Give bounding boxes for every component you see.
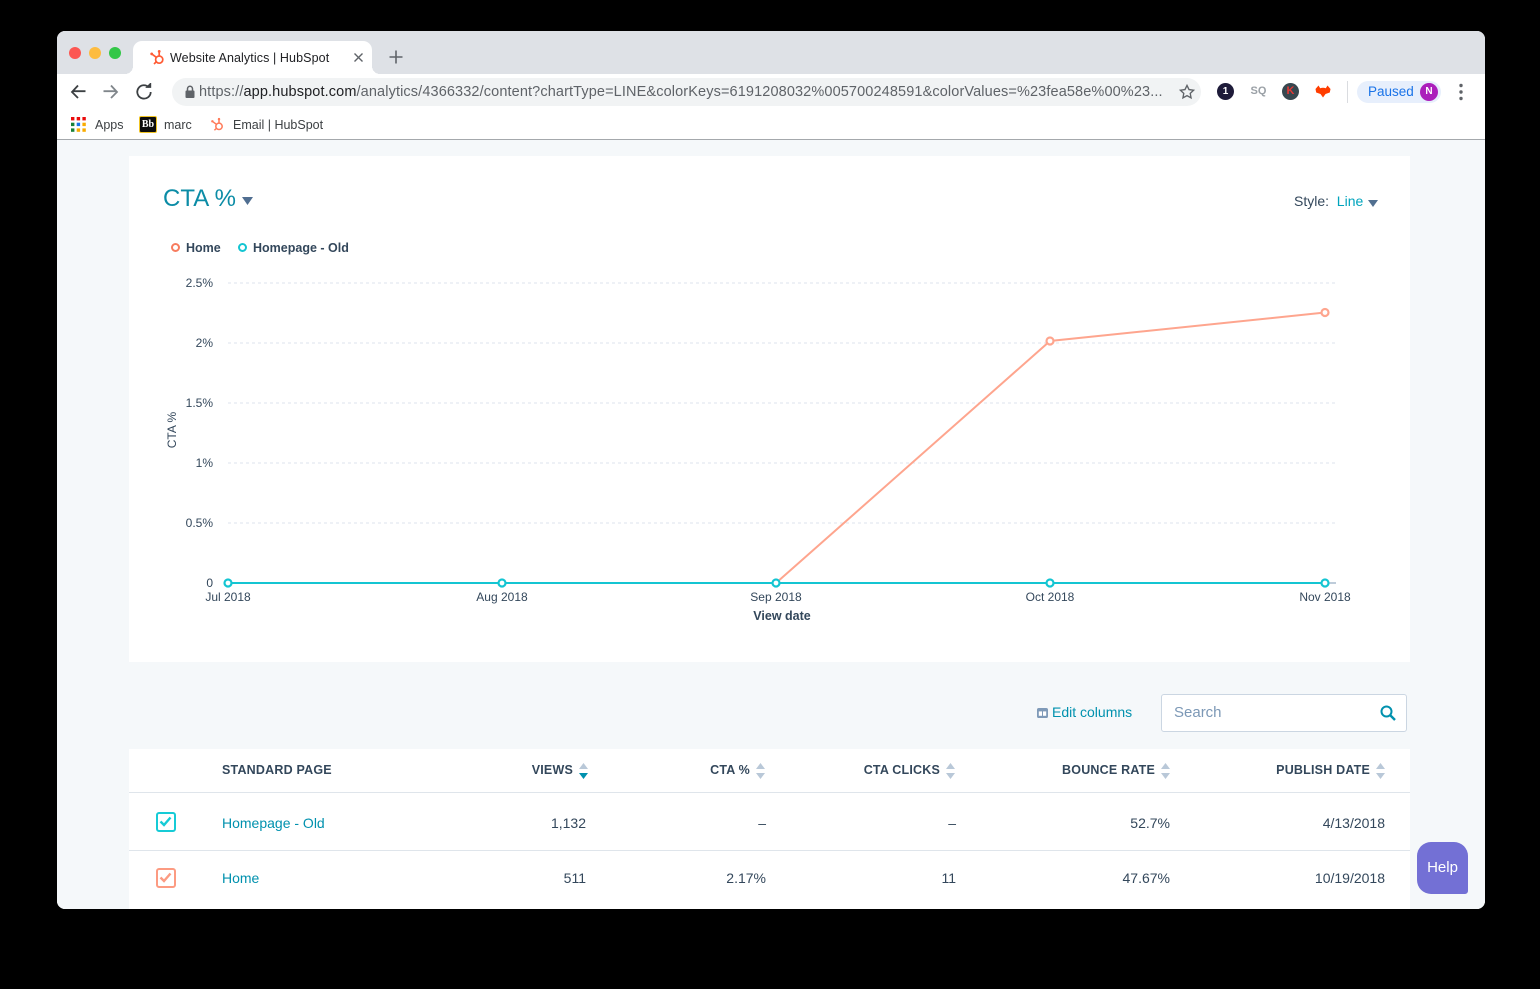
svg-text:View date: View date xyxy=(753,609,810,623)
svg-text:1.5%: 1.5% xyxy=(186,396,214,410)
svg-text:Sep 2018: Sep 2018 xyxy=(750,590,802,604)
svg-text:1%: 1% xyxy=(196,456,214,470)
svg-text:CTA %: CTA % xyxy=(165,411,179,448)
svg-text:2%: 2% xyxy=(196,336,214,350)
svg-text:Oct 2018: Oct 2018 xyxy=(1026,590,1075,604)
svg-text:Jul 2018: Jul 2018 xyxy=(205,590,251,604)
svg-text:0: 0 xyxy=(206,576,213,590)
svg-text:Nov 2018: Nov 2018 xyxy=(1299,590,1351,604)
svg-text:Aug 2018: Aug 2018 xyxy=(476,590,528,604)
svg-text:0.5%: 0.5% xyxy=(186,516,214,530)
svg-text:2.5%: 2.5% xyxy=(186,276,214,290)
